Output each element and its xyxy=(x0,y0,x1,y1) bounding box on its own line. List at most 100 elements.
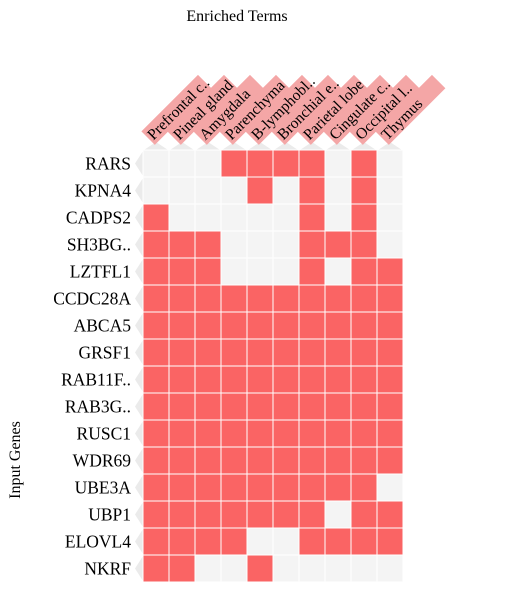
heatmap-cell xyxy=(298,527,326,556)
heatmap-cell xyxy=(142,500,170,529)
row-label: WDR69 xyxy=(73,451,132,471)
row-marker xyxy=(135,367,143,392)
heatmap-cell xyxy=(324,176,352,205)
heatmap-cell xyxy=(272,500,300,529)
heatmap-cell xyxy=(220,392,248,421)
heatmap-cell xyxy=(194,527,222,556)
heatmap-cell xyxy=(246,392,274,421)
heatmap-cell xyxy=(168,446,196,475)
heatmap-cell xyxy=(246,257,274,286)
heatmap-cell xyxy=(194,500,222,529)
heatmap-cell xyxy=(272,392,300,421)
heatmap-cell xyxy=(376,230,404,259)
heatmap-cell xyxy=(220,338,248,367)
column-marker xyxy=(378,142,402,150)
heatmap-cell xyxy=(168,176,196,205)
heatmap-cell xyxy=(246,473,274,502)
heatmap-cell xyxy=(220,311,248,340)
heatmap-cell xyxy=(246,284,274,313)
heatmap-cell xyxy=(194,554,222,583)
heatmap-cell xyxy=(142,419,170,448)
heatmap-cell xyxy=(298,392,326,421)
heatmap-cell xyxy=(350,338,378,367)
row-label: SH3BG.. xyxy=(67,235,131,255)
heatmap-cell xyxy=(272,473,300,502)
heatmap-cell xyxy=(194,446,222,475)
heatmap-cell xyxy=(376,527,404,556)
heatmap-cell xyxy=(142,311,170,340)
heatmap-cell xyxy=(272,257,300,286)
heatmap-cell xyxy=(168,527,196,556)
row-label: RAB11F.. xyxy=(61,370,131,390)
column-label-highlight xyxy=(323,74,394,145)
heatmap-cell xyxy=(194,392,222,421)
heatmap-cell xyxy=(376,284,404,313)
heatmap-cell xyxy=(298,149,326,178)
heatmap-cell xyxy=(376,311,404,340)
row-label: GRSF1 xyxy=(78,343,131,363)
heatmap-cell xyxy=(220,284,248,313)
heatmap-cell xyxy=(194,311,222,340)
heatmap-cell xyxy=(350,230,378,259)
row-marker xyxy=(135,313,143,338)
row-marker xyxy=(135,205,143,230)
heatmap-cell xyxy=(350,419,378,448)
heatmap-cell xyxy=(246,500,274,529)
heatmap-cell xyxy=(168,554,196,583)
heatmap-cell xyxy=(220,446,248,475)
heatmap-cell xyxy=(142,230,170,259)
heatmap-cell xyxy=(350,149,378,178)
column-label-highlight xyxy=(141,74,212,145)
row-marker xyxy=(135,232,143,257)
heatmap-cell xyxy=(324,446,352,475)
row-marker xyxy=(135,448,143,473)
heatmap-cell xyxy=(194,230,222,259)
heatmap-cell xyxy=(272,149,300,178)
row-label: UBE3A xyxy=(75,478,132,498)
row-marker xyxy=(135,394,143,419)
column-marker xyxy=(274,142,298,150)
heatmap-cell xyxy=(220,500,248,529)
column-marker xyxy=(222,142,246,150)
column-label-highlight xyxy=(349,74,420,145)
heatmap-cell xyxy=(168,392,196,421)
heatmap-cell xyxy=(246,149,274,178)
heatmap-cell xyxy=(272,446,300,475)
row-label: ELOVL4 xyxy=(65,532,131,552)
heatmap-cell xyxy=(168,284,196,313)
heatmap-cell xyxy=(272,365,300,394)
heatmap-cell xyxy=(350,311,378,340)
heatmap-cell xyxy=(246,338,274,367)
heatmap-cell xyxy=(298,365,326,394)
heatmap-cell xyxy=(376,392,404,421)
heatmap-cell xyxy=(194,176,222,205)
heatmap-cell xyxy=(168,257,196,286)
heatmap-cell xyxy=(142,284,170,313)
row-marker xyxy=(135,502,143,527)
heatmap-cell xyxy=(142,338,170,367)
heatmap-cell xyxy=(272,527,300,556)
row-label: RAB3G.. xyxy=(65,397,131,417)
row-marker xyxy=(135,259,143,284)
row-marker xyxy=(135,340,143,365)
row-label: LZTFL1 xyxy=(70,262,131,282)
heatmap-cell xyxy=(168,230,196,259)
heatmap-cell xyxy=(350,446,378,475)
heatmap-cell xyxy=(298,311,326,340)
heatmap-cell xyxy=(246,446,274,475)
column-label-highlight xyxy=(167,74,238,145)
heatmap-cell xyxy=(272,230,300,259)
heatmap-cell xyxy=(324,311,352,340)
heatmap-cell xyxy=(142,527,170,556)
heatmap-cell xyxy=(246,365,274,394)
row-label: RUSC1 xyxy=(77,424,131,444)
heatmap-cell xyxy=(272,311,300,340)
heatmap-cell xyxy=(324,392,352,421)
heatmap-cell xyxy=(376,365,404,394)
heatmap-cell xyxy=(168,203,196,232)
heatmap-cell xyxy=(194,284,222,313)
row-label: CCDC28A xyxy=(53,289,131,309)
heatmap-cell xyxy=(194,338,222,367)
column-marker xyxy=(170,142,194,150)
